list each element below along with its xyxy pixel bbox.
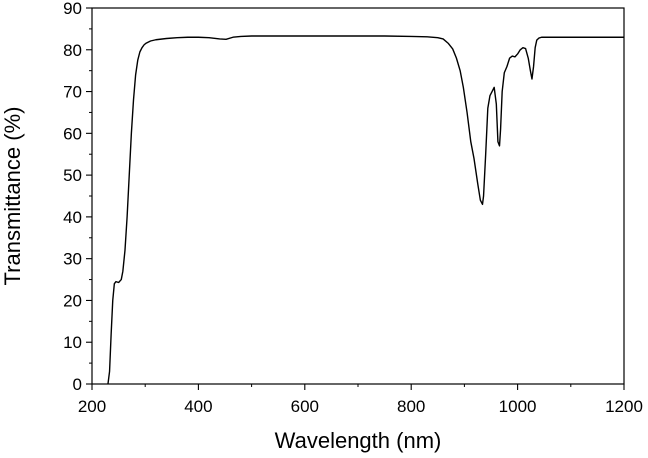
series-line (107, 35, 624, 385)
y-tick-label: 70 (63, 83, 82, 102)
x-axis-title: Wavelength (nm) (275, 428, 442, 453)
y-tick-labels: 0 10 20 30 40 50 60 70 80 90 (63, 0, 82, 394)
x-tick-labels: 200 400 600 800 1000 1200 (78, 397, 643, 416)
x-tick-label: 1000 (499, 397, 537, 416)
plot-frame (91, 7, 625, 385)
y-tick-label: 10 (63, 333, 82, 352)
y-tick-label: 80 (63, 41, 82, 60)
y-tick-label: 20 (63, 291, 82, 310)
y-tick-label: 60 (63, 124, 82, 143)
y-axis-title: Transmittance (%) (0, 107, 25, 286)
y-tick-label: 50 (63, 166, 82, 185)
y-tick-label: 0 (73, 375, 82, 394)
x-tick-label: 400 (184, 397, 212, 416)
x-tick-label: 1200 (605, 397, 643, 416)
x-tick-label: 200 (78, 397, 106, 416)
x-tick-label: 800 (397, 397, 425, 416)
x-tick-label: 600 (291, 397, 319, 416)
x-ticks (91, 384, 625, 390)
y-ticks (86, 7, 92, 385)
y-tick-label: 30 (63, 250, 82, 269)
y-tick-label: 90 (63, 0, 82, 18)
y-tick-label: 40 (63, 208, 82, 227)
